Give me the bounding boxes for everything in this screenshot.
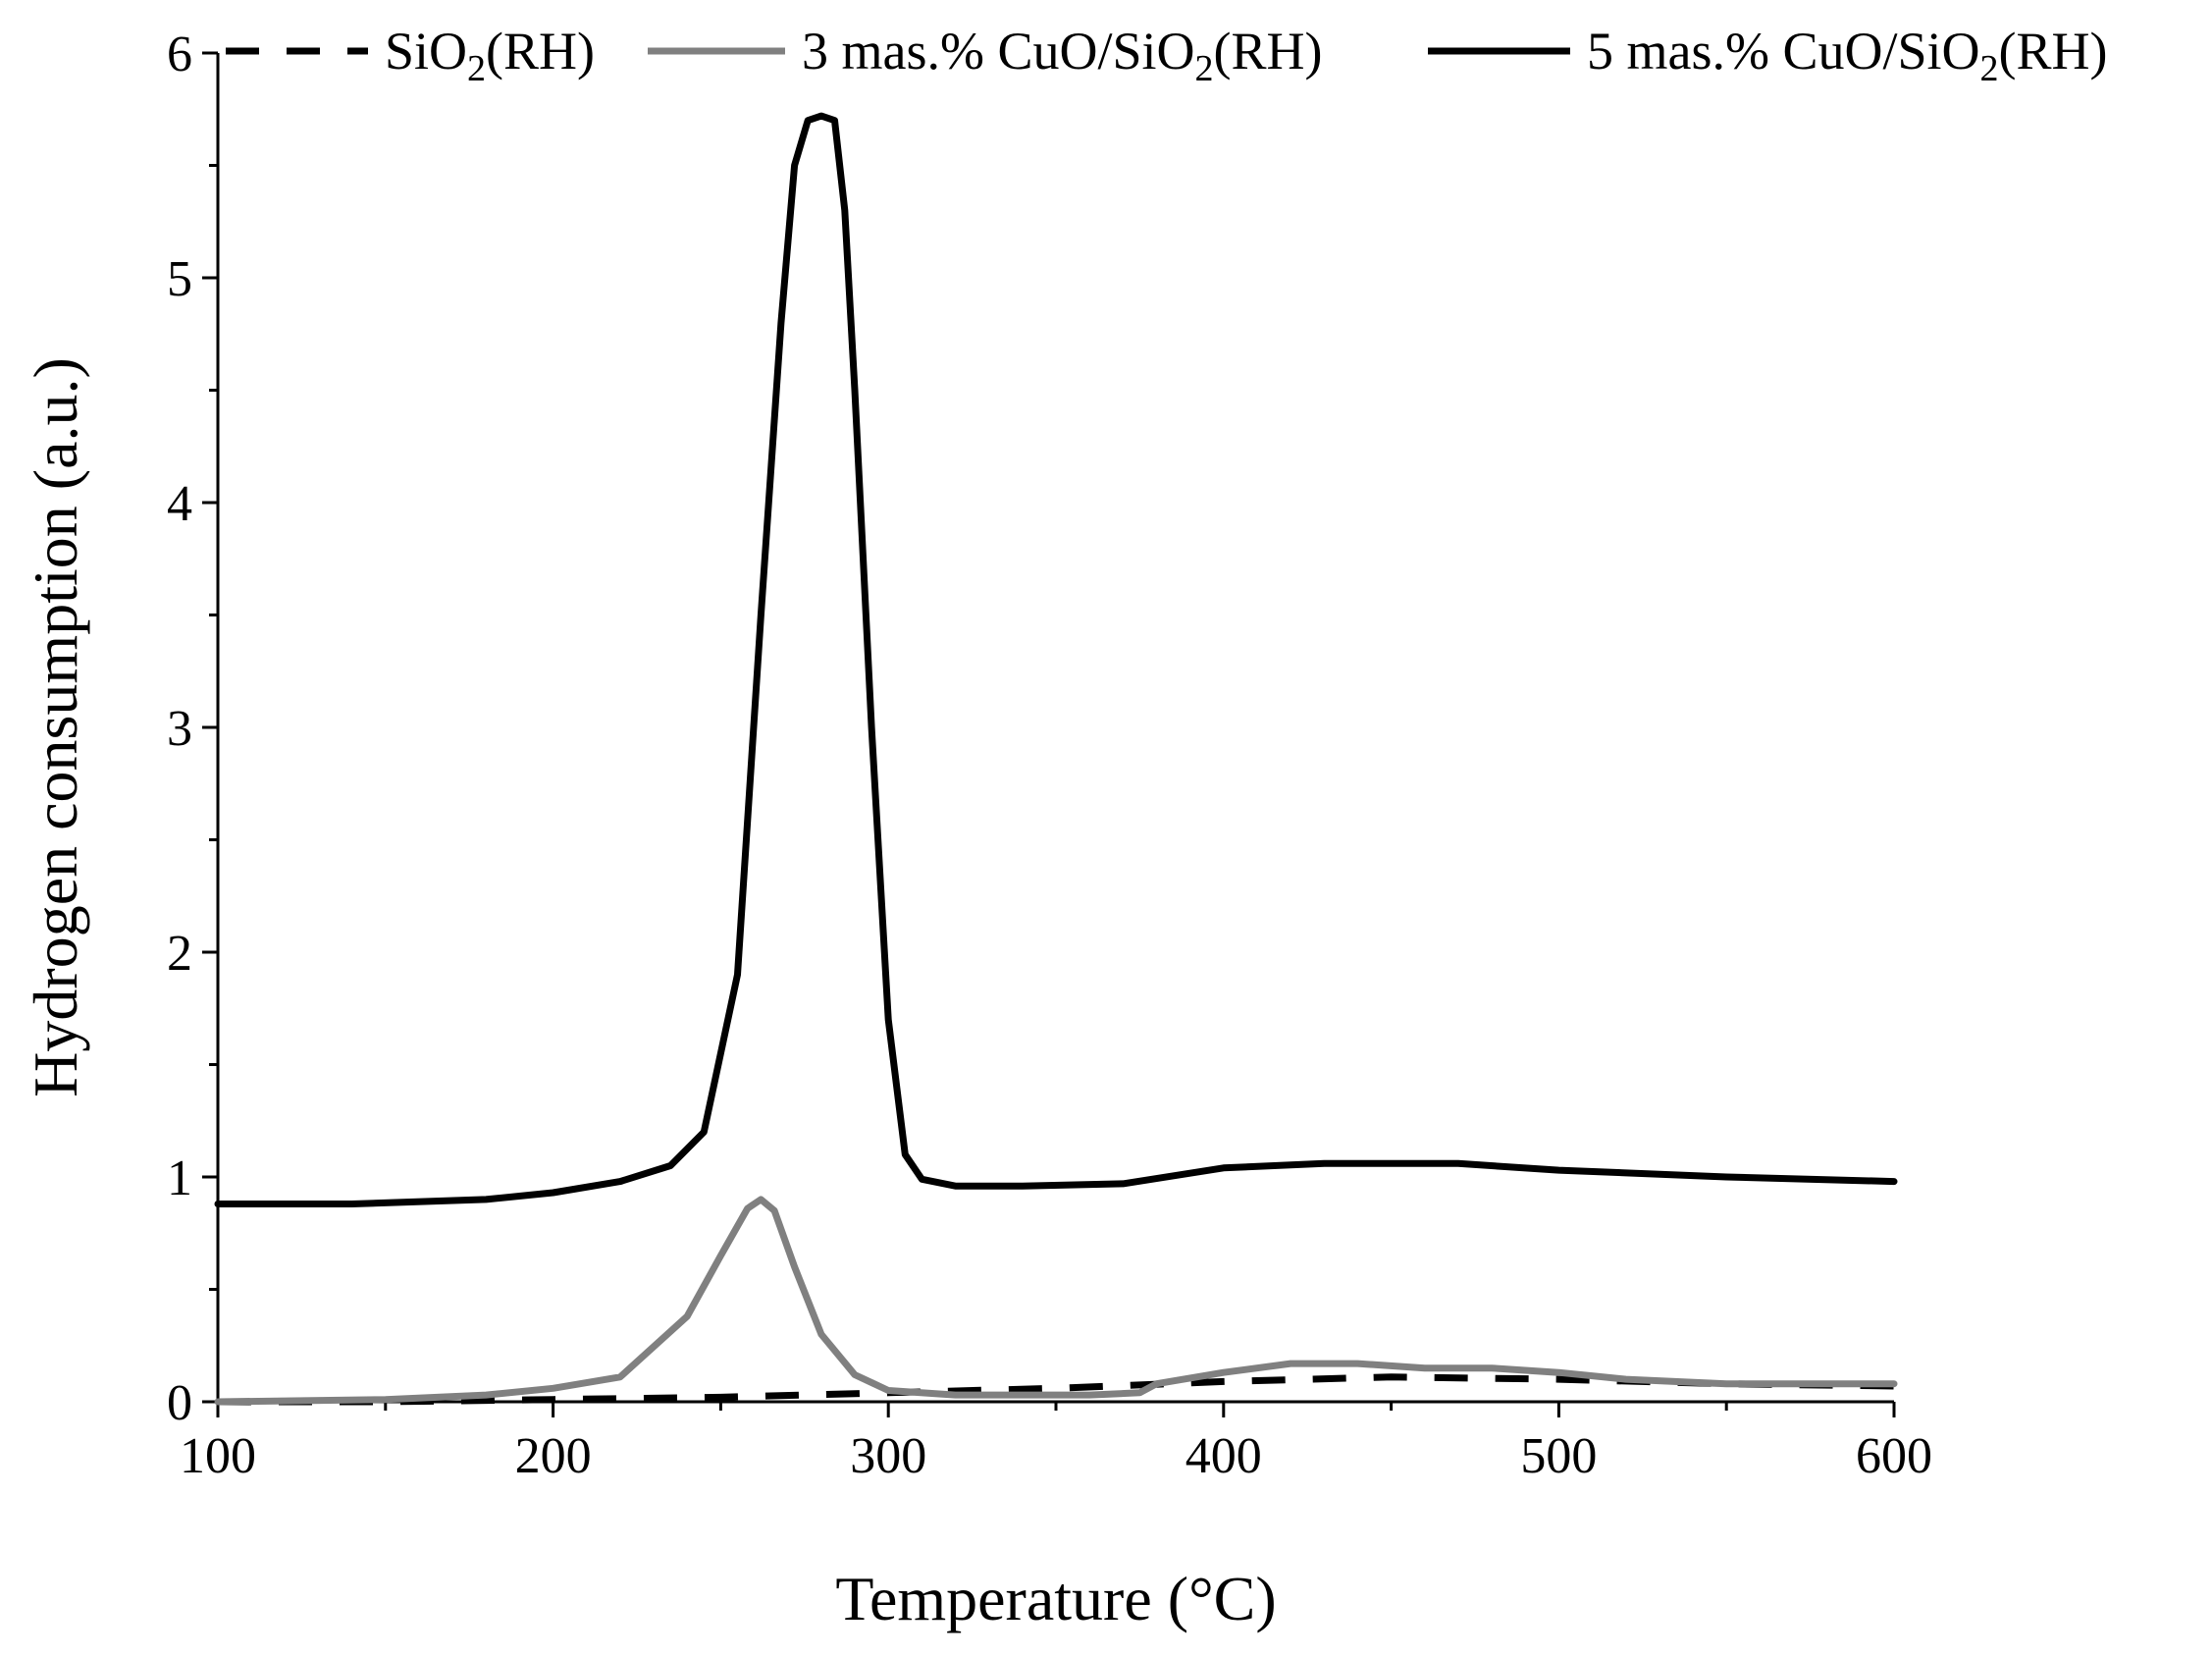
x-tick-label: 100 xyxy=(180,1428,256,1484)
legend: SiO2(RH) 3 mas.% CuO/SiO2(RH) 5 mas.% CuO/… xyxy=(226,22,2108,89)
legend-label-2: 3 mas.% CuO/SiO2(RH) xyxy=(802,22,1323,89)
y-tick-label: 5 xyxy=(167,251,192,307)
x-tick-label: 200 xyxy=(515,1428,592,1484)
x-tick-label: 600 xyxy=(1856,1428,1932,1484)
axis-ticks: 100 200 300 400 500 600 0 1 2 3 4 5 6 xyxy=(167,27,1932,1484)
x-tick-label: 500 xyxy=(1520,1428,1597,1484)
x-axis-title: Temperature (°C) xyxy=(835,1564,1276,1633)
y-tick-label: 0 xyxy=(167,1375,192,1431)
x-tick-label: 300 xyxy=(850,1428,926,1484)
series-line-3 xyxy=(214,112,1898,1207)
plot-area: 100 200 300 400 500 600 0 1 2 3 4 5 6 xyxy=(167,27,1932,1484)
y-tick-label: 3 xyxy=(167,701,192,757)
series-line-2 xyxy=(214,1196,1898,1406)
series-group xyxy=(214,112,1898,1406)
y-tick-label: 4 xyxy=(167,476,192,532)
x-tick-label: 400 xyxy=(1185,1428,1262,1484)
legend-label-1: SiO2(RH) xyxy=(385,22,595,89)
y-axis-title: Hydrogen consumption (a.u.) xyxy=(21,357,90,1097)
legend-label-3: 5 mas.% CuO/SiO2(RH) xyxy=(1587,22,2108,89)
y-tick-label: 1 xyxy=(167,1150,192,1206)
y-tick-label: 6 xyxy=(167,27,192,82)
y-tick-label: 2 xyxy=(167,926,192,982)
